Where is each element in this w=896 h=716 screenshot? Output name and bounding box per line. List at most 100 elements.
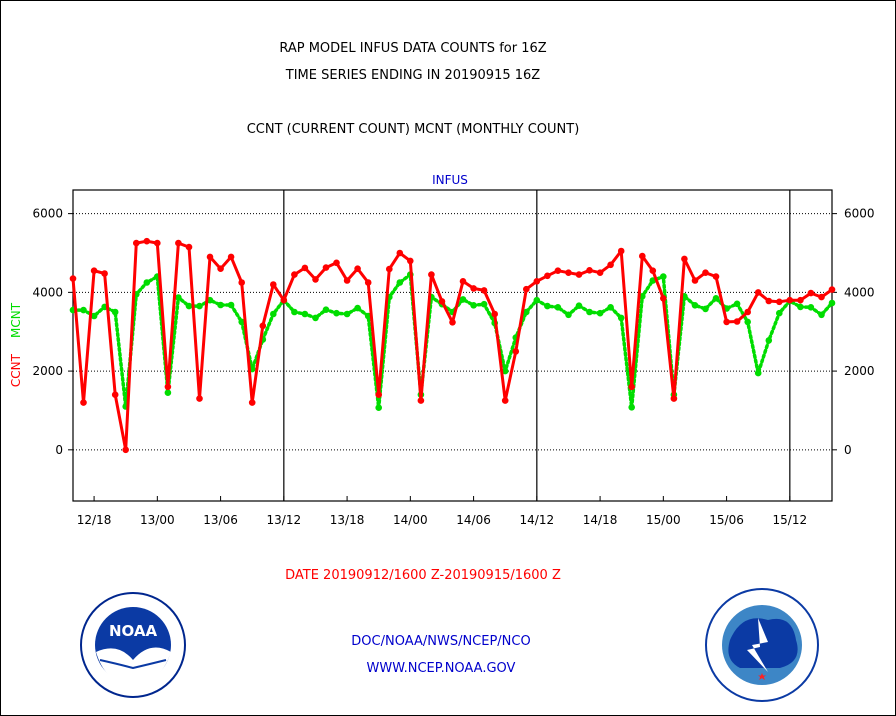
mcnt-data-point — [733, 300, 741, 308]
mcnt-data-point — [238, 318, 245, 326]
mcnt-data-point — [396, 279, 404, 286]
ccnt-data-point — [470, 285, 477, 292]
ccnt-data-point — [586, 267, 593, 274]
mcnt-data-point — [196, 302, 203, 310]
ccnt-data-point — [111, 391, 119, 399]
ccnt-data-point — [818, 293, 825, 301]
x-tick-label: 13/18 — [330, 513, 365, 527]
ccnt-data-point — [291, 271, 298, 278]
ccnt-data-point — [122, 446, 129, 454]
org-path: DOC/NOAA/NWS/NCEP/NCO — [351, 634, 530, 649]
mcnt-data-point — [754, 369, 762, 377]
x-tick-label: 15/00 — [646, 513, 681, 527]
mcnt-data-point — [702, 305, 709, 313]
y-tick-label-left: 0 — [55, 443, 63, 457]
mcnt-data-point — [523, 308, 530, 316]
mcnt-data-point — [575, 302, 583, 310]
mcnt-data-point — [111, 308, 119, 316]
y-tick-label-left: 2000 — [32, 364, 63, 378]
mcnt-data-point — [628, 404, 635, 411]
ccnt-data-point — [101, 270, 108, 277]
ccnt-data-point — [428, 271, 435, 278]
x-tick-label: 15/12 — [773, 513, 808, 527]
ccnt-data-point — [301, 264, 309, 272]
x-tick-label: 14/12 — [520, 513, 555, 527]
mcnt-data-point — [217, 301, 224, 309]
mcnt-data-point — [712, 295, 720, 302]
x-tick-label: 12/18 — [77, 513, 112, 527]
chart-title-line2: TIME SERIES ENDING IN 20190915 16Z — [285, 68, 541, 83]
ccnt-data-point — [660, 295, 667, 302]
ccnt-data-point — [270, 281, 277, 288]
y-tick-label-right: 6000 — [844, 207, 875, 221]
ccnt-data-point — [670, 395, 678, 402]
plot-area — [72, 189, 833, 502]
ccnt-data-point — [776, 298, 783, 306]
ccnt-data-point — [533, 278, 541, 285]
noaa-wordmark: NOAA — [109, 622, 158, 640]
mcnt-data-point — [175, 294, 182, 301]
mcnt-data-point — [227, 301, 235, 309]
ccnt-data-point — [449, 319, 456, 326]
ccnt-data-point — [512, 348, 520, 355]
ccnt-data-point — [639, 252, 646, 260]
ccnt-data-point — [733, 318, 741, 325]
ccnt-data-point — [396, 249, 404, 257]
mcnt-data-point — [354, 304, 361, 312]
x-tick-label: 13/12 — [267, 513, 302, 527]
y-tick-label-right: 2000 — [844, 364, 875, 378]
mcnt-data-point — [312, 314, 319, 322]
chart-subtitle: CCNT (CURRENT COUNT) MCNT (MONTHLY COUNT… — [247, 122, 580, 137]
ccnt-data-point — [227, 253, 235, 261]
ccnt-data-point — [702, 269, 709, 277]
y-tick-label-left: 4000 — [32, 285, 63, 299]
ccnt-data-point — [312, 276, 319, 283]
ccnt-data-point — [185, 243, 193, 251]
ccnt-data-point — [723, 318, 730, 326]
mcnt-data-point — [375, 404, 383, 412]
ccnt-data-point — [206, 253, 214, 261]
mcnt-data-point — [744, 318, 751, 326]
ccnt-data-point — [280, 296, 288, 304]
ccnt-data-point — [575, 271, 583, 278]
ccnt-data-point — [712, 273, 720, 280]
ccnt-data-point — [544, 272, 551, 280]
ccnt-data-point — [364, 279, 372, 286]
ccnt-data-point — [828, 286, 836, 293]
mcnt-data-point — [565, 311, 572, 319]
mcnt-data-point — [596, 309, 604, 317]
ccnt-data-point — [754, 289, 762, 296]
ccnt-data-point — [69, 275, 77, 282]
mcnt-data-point — [544, 302, 551, 310]
ccnt-data-point — [90, 267, 98, 275]
mcnt-data-point — [270, 310, 277, 318]
y-axis-label-mcnt: MCNT — [9, 302, 23, 338]
x-tick-label: 13/06 — [203, 513, 238, 527]
ccnt-data-point — [628, 383, 635, 391]
ccnt-data-point — [744, 308, 751, 316]
mcnt-data-point — [533, 296, 541, 304]
ccnt-data-point — [807, 289, 815, 297]
website-link[interactable]: WWW.NCEP.NOAA.GOV — [367, 661, 516, 676]
ccnt-data-point — [238, 279, 245, 286]
mcnt-data-point — [343, 310, 351, 318]
chart-title-line1: RAP MODEL INFUS DATA COUNTS for 16Z — [279, 41, 546, 56]
ccnt-data-point — [565, 269, 572, 277]
ccnt-data-point — [333, 259, 340, 267]
mcnt-data-point — [818, 311, 825, 319]
mcnt-data-point — [828, 299, 836, 307]
ccnt-data-point — [607, 261, 614, 269]
mcnt-data-point — [691, 302, 699, 309]
mcnt-data-point — [617, 314, 625, 322]
mcnt-data-point — [301, 310, 309, 318]
ccnt-data-point — [491, 310, 499, 318]
ccnt-data-point — [259, 322, 267, 330]
mcnt-data-point — [501, 367, 509, 375]
mcnt-data-point — [554, 304, 562, 311]
ccnt-data-point — [786, 296, 794, 304]
mcnt-data-point — [797, 303, 804, 311]
ccnt-data-point — [80, 399, 87, 406]
ccnt-data-point — [480, 287, 488, 294]
ccnt-data-point — [554, 267, 562, 275]
mcnt-data-point — [80, 306, 87, 314]
